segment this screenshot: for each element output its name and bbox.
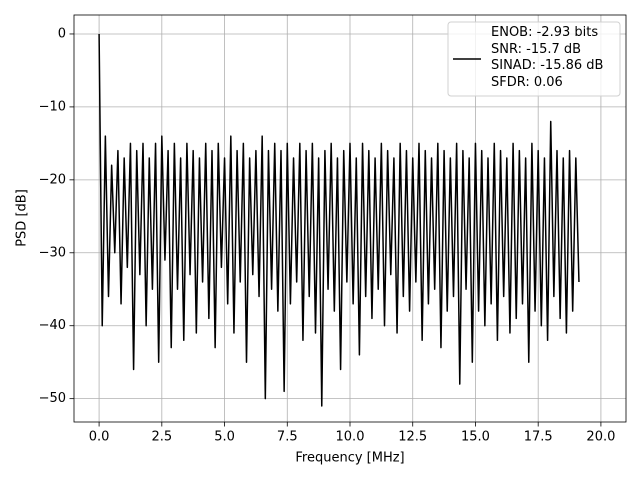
y-tick-label: −40 xyxy=(39,318,66,333)
x-tick-label: 10.0 xyxy=(336,430,365,445)
legend-label: ENOB: -2.93 bits SNR: -15.7 dB SINAD: -1… xyxy=(491,25,604,90)
y-axis-label: PSD [dB] xyxy=(15,189,30,247)
y-tick-label: −20 xyxy=(39,172,66,187)
x-tick-label: 17.5 xyxy=(524,430,553,445)
x-tick-label: 2.5 xyxy=(151,430,172,445)
y-tick-label: −10 xyxy=(39,99,66,114)
x-axis-label: Frequency [MHz] xyxy=(295,451,404,466)
y-tick-label: −30 xyxy=(39,245,66,260)
x-tick-label: 0.0 xyxy=(89,430,110,445)
psd-line xyxy=(98,33,580,407)
x-tick-label: 12.5 xyxy=(398,430,427,445)
x-tick-label: 15.0 xyxy=(461,430,490,445)
y-tick-label: −50 xyxy=(39,391,66,406)
axes-frame xyxy=(73,14,627,423)
x-tick-label: 7.5 xyxy=(277,430,298,445)
y-tick-label: 0 xyxy=(58,26,66,41)
x-tick-label: 5.0 xyxy=(214,430,235,445)
legend-box xyxy=(447,21,621,97)
x-tick-label: 20.0 xyxy=(586,430,615,445)
